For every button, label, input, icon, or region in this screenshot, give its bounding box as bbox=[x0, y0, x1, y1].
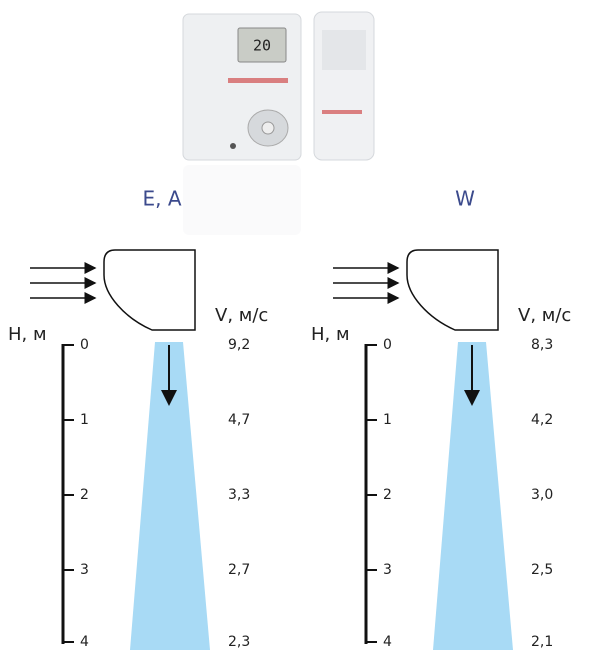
tick-label: 2 bbox=[80, 487, 89, 503]
velocity-value: 4,7 bbox=[228, 412, 250, 428]
air-cone bbox=[433, 342, 513, 650]
velocity-value: 2,1 bbox=[531, 634, 553, 650]
tick-label: 0 bbox=[80, 337, 89, 353]
air-curtain bbox=[103, 249, 196, 331]
velocity-label: V, м/с bbox=[518, 305, 571, 326]
tick-label: 0 bbox=[383, 337, 392, 353]
velocity-value: 8,3 bbox=[531, 337, 553, 353]
tick-label: 2 bbox=[383, 487, 392, 503]
tick-label: 1 bbox=[383, 412, 392, 428]
product-photo: 20 bbox=[182, 11, 375, 235]
velocity-value: 2,5 bbox=[531, 562, 553, 578]
velocity-value: 2,7 bbox=[228, 562, 250, 578]
tick-label: 3 bbox=[383, 562, 392, 578]
velocity-value: 9,2 bbox=[228, 337, 250, 353]
tick-label: 4 bbox=[80, 634, 89, 650]
panel-title: E, A bbox=[142, 187, 181, 211]
tick-label: 1 bbox=[80, 412, 89, 428]
air-cone bbox=[130, 342, 210, 650]
height-label: H, м bbox=[311, 324, 350, 345]
height-label: H, м bbox=[8, 324, 47, 345]
panel-title: W bbox=[455, 187, 475, 211]
panel: W H, м V, м/с 0 1 2 3 4 8,3 4,2 3,0 2,5 2,1 bbox=[311, 187, 571, 650]
velocity-value: 2,3 bbox=[228, 634, 250, 650]
tick-label: 3 bbox=[80, 562, 89, 578]
panel: E, A H, м V, м/с 0 1 2 3 4 9,2 4,7 3,3 2,7 2,3 bbox=[8, 187, 268, 650]
velocity-value: 4,2 bbox=[531, 412, 553, 428]
velocity-value: 3,3 bbox=[228, 487, 250, 503]
lcd-display: 20 bbox=[253, 37, 271, 55]
velocity-value: 3,0 bbox=[531, 487, 553, 503]
velocity-label: V, м/с bbox=[215, 305, 268, 326]
air-curtain bbox=[406, 249, 499, 331]
tick-label: 4 bbox=[383, 634, 392, 650]
